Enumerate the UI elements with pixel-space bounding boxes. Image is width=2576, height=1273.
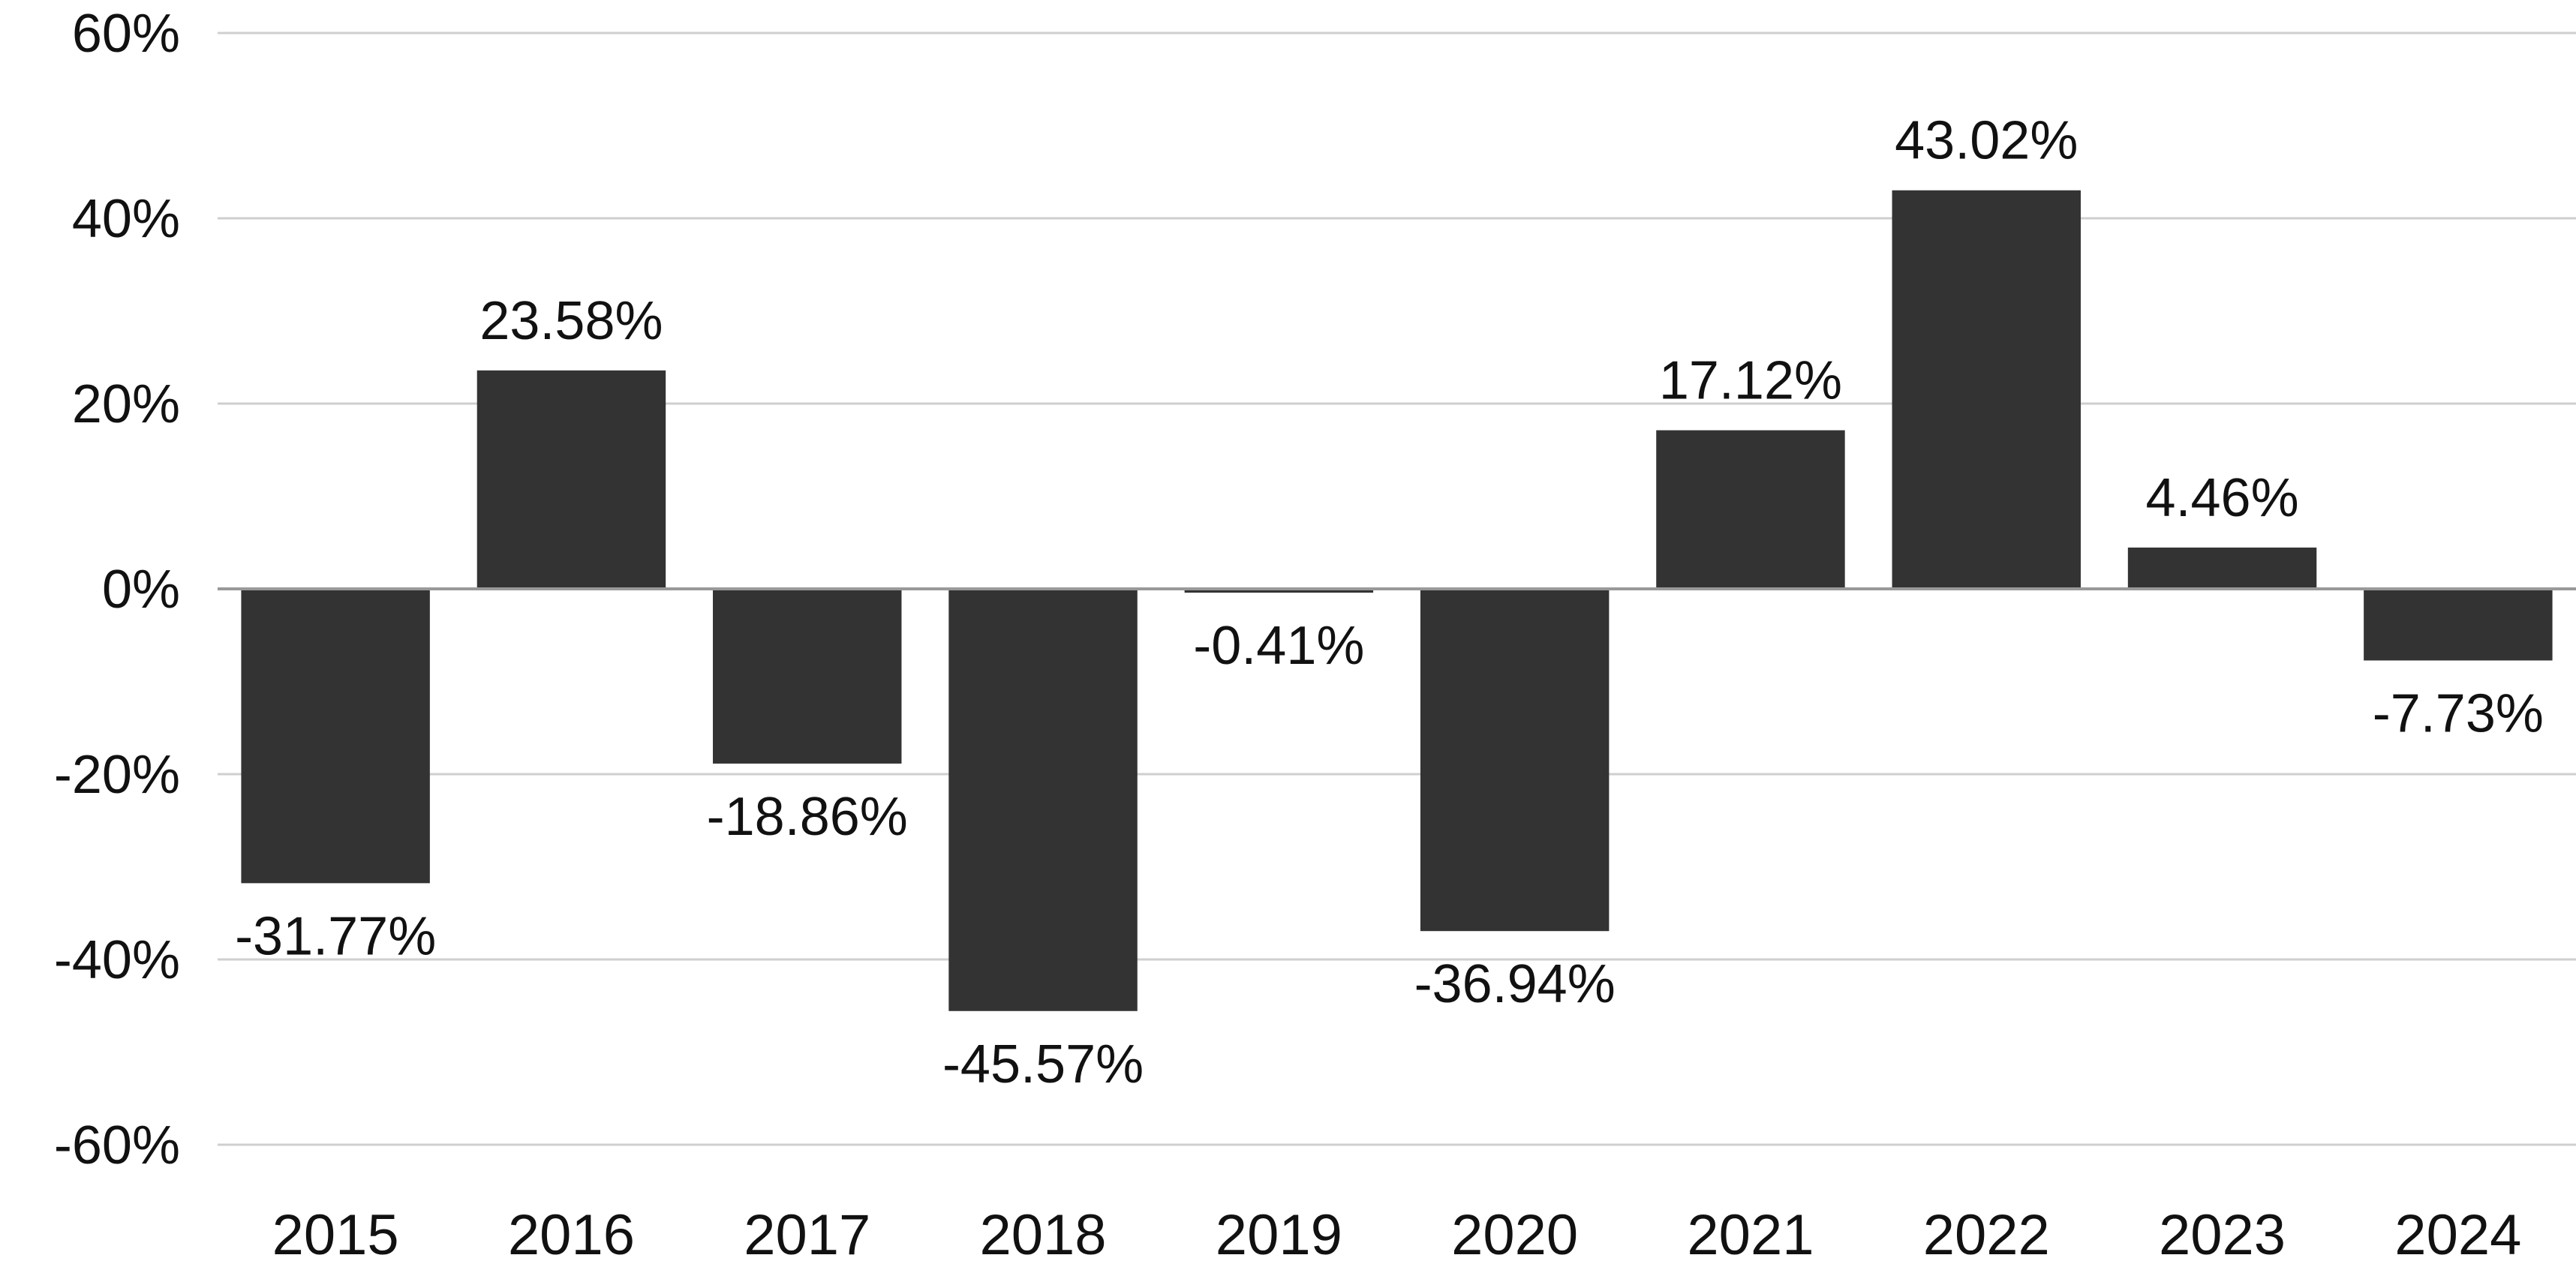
data-label-2023: 4.46% [2145, 468, 2298, 528]
x-tick-label-2018: 2018 [980, 1203, 1107, 1267]
bars [241, 190, 2553, 1011]
bar-2016 [476, 370, 666, 589]
bar-2019 [1184, 589, 1374, 593]
x-tick-label-2021: 2021 [1687, 1203, 1814, 1267]
bar-2020 [1420, 589, 1610, 932]
data-label-2021: 17.12% [1659, 351, 1842, 411]
bar-2018 [948, 589, 1138, 1011]
data-label-2022: 43.02% [1895, 111, 2078, 171]
data-label-2017: -18.86% [707, 787, 908, 847]
data-label-2019: -0.41% [1193, 616, 1364, 676]
data-label-2018: -45.57% [942, 1034, 1144, 1094]
y-tick-label: -20% [54, 745, 180, 805]
data-labels: -31.77% 23.58% -18.86% -45.57% -0.41% -36.94%… [235, 111, 2544, 1094]
y-tick-label: 0% [102, 560, 180, 620]
bar-2017 [713, 589, 902, 764]
y-tick-label: -40% [54, 930, 180, 990]
y-axis-tick-labels: 60% 40% 20% 0% -20% -40% -60% [54, 4, 180, 1175]
data-label-2016: 23.58% [479, 291, 663, 351]
data-label-2015: -31.77% [235, 906, 436, 966]
bar-2021 [1656, 430, 1845, 589]
y-tick-label: -60% [54, 1115, 180, 1175]
y-tick-label: 60% [72, 4, 180, 64]
x-axis-tick-labels: 2015 2016 2017 2018 2019 2020 2021 2022 2023 2024 [272, 1203, 2522, 1267]
bar-2015 [241, 589, 430, 884]
bar-2024 [2364, 589, 2553, 661]
data-label-2024: -7.73% [2373, 683, 2544, 743]
bar-2022 [1892, 190, 2081, 589]
x-tick-label-2015: 2015 [272, 1203, 399, 1267]
bar-2023 [2127, 547, 2317, 589]
data-label-2020: -36.94% [1414, 954, 1616, 1014]
x-tick-label-2016: 2016 [508, 1203, 635, 1267]
y-tick-label: 20% [72, 374, 180, 434]
x-tick-label-2020: 2020 [1451, 1203, 1578, 1267]
x-tick-label-2019: 2019 [1216, 1203, 1342, 1267]
x-tick-label-2023: 2023 [2159, 1203, 2286, 1267]
x-tick-label-2024: 2024 [2394, 1203, 2521, 1267]
x-tick-label-2017: 2017 [744, 1203, 870, 1267]
x-tick-label-2022: 2022 [1923, 1203, 2050, 1267]
y-tick-label: 40% [72, 189, 180, 249]
